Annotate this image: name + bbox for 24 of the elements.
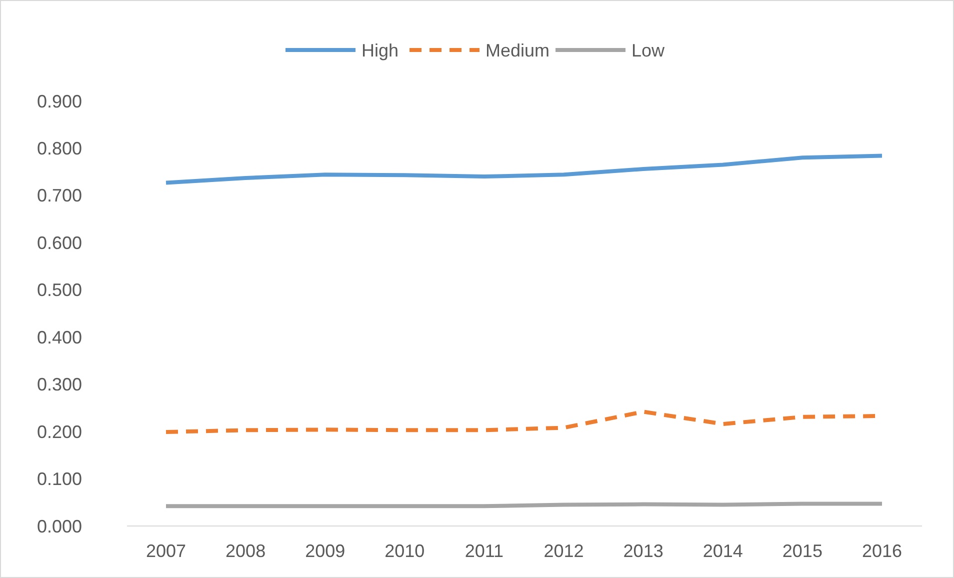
x-tick-label: 2013 <box>623 541 664 561</box>
x-tick-label: 2015 <box>782 541 822 561</box>
y-tick-label: 0.400 <box>36 327 82 348</box>
y-tick-label: 0.200 <box>36 422 82 442</box>
y-tick-label: 0.600 <box>36 232 82 253</box>
x-tick-label: 2007 <box>146 541 186 561</box>
y-tick-label: 0.500 <box>36 280 82 300</box>
legend-label: Low <box>632 40 666 60</box>
y-tick-label: 0.700 <box>36 186 82 206</box>
y-tick-label: 0.800 <box>36 138 82 159</box>
x-tick-label: 2012 <box>544 541 584 561</box>
line-series <box>164 154 884 185</box>
legend-label: Medium <box>486 40 550 60</box>
x-tick-label: 2008 <box>226 541 266 561</box>
x-tick-label: 2011 <box>464 541 504 561</box>
legend-label: High <box>362 40 399 60</box>
x-tick-label: 2009 <box>305 541 346 561</box>
x-tick-label: 2010 <box>384 541 425 561</box>
x-tick-label: 2016 <box>862 541 902 561</box>
y-tick-label: 0.900 <box>36 91 82 112</box>
y-tick-label: 0.100 <box>36 469 82 490</box>
x-tick-label: 2014 <box>702 541 743 561</box>
y-tick-label: 0.000 <box>36 516 82 536</box>
y-tick-label: 0.300 <box>36 374 82 395</box>
